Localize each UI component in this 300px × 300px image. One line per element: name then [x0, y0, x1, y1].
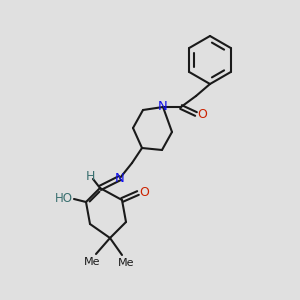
Text: Me: Me [118, 258, 134, 268]
Text: O: O [139, 185, 149, 199]
Text: H: H [85, 169, 95, 182]
Text: N: N [115, 172, 125, 184]
Text: HO: HO [55, 191, 73, 205]
Text: N: N [158, 100, 168, 112]
Text: O: O [197, 107, 207, 121]
Text: Me: Me [84, 257, 100, 267]
